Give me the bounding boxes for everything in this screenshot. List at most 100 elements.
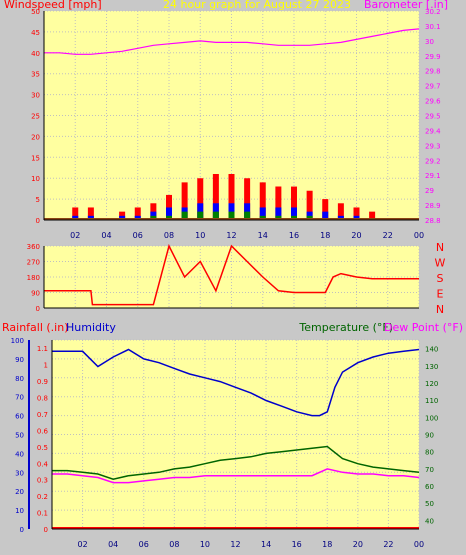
barometer-y-tick-label: 30.1 bbox=[425, 23, 441, 31]
wind-x-tick-label: 08 bbox=[164, 231, 174, 240]
wind-y-tick-label: 5 bbox=[36, 196, 40, 204]
barometer-y-tick-label: 29.3 bbox=[425, 142, 441, 150]
rain-y-tick-label: 0.9 bbox=[37, 378, 48, 386]
rain-y-tick-label: 0.5 bbox=[37, 444, 48, 452]
rain-y-tick-label: 0.2 bbox=[37, 493, 48, 501]
humidity-y-tick-label: 80 bbox=[15, 375, 24, 383]
humidity-y-tick-label: 20 bbox=[15, 488, 24, 496]
direction-y-tick-label: 180 bbox=[27, 274, 40, 282]
humidity-x-tick-label: 00 bbox=[414, 540, 424, 549]
temperature-y-tick-label: 70 bbox=[425, 466, 434, 474]
temperature-y-tick-label: 140 bbox=[425, 346, 438, 354]
barometer-y-tick-label: 28.8 bbox=[425, 217, 441, 225]
humidity-x-tick-label: 14 bbox=[261, 540, 271, 549]
compass-label: W bbox=[435, 257, 446, 270]
compass-label: N bbox=[436, 303, 444, 316]
humidity-x-tick-label: 18 bbox=[322, 540, 332, 549]
direction-series bbox=[44, 243, 419, 306]
wind-x-tick-label: 06 bbox=[133, 231, 143, 240]
wind-y-tick-label: 30 bbox=[31, 92, 40, 100]
temperature-y-tick-label: 100 bbox=[425, 414, 438, 422]
rain-y-tick-label: 0.7 bbox=[37, 411, 48, 419]
wind-y-tick-label: 25 bbox=[31, 113, 40, 121]
direction-y-tick-label: 270 bbox=[27, 259, 40, 267]
humidity-y-tick-label: 0 bbox=[20, 526, 24, 534]
barometer-y-tick-label: 29.1 bbox=[425, 172, 441, 180]
temperature-axis-label: Temperature (°F) bbox=[298, 321, 393, 334]
temperature-y-tick-label: 130 bbox=[425, 363, 438, 371]
wind-y-tick-label: 10 bbox=[31, 175, 40, 183]
temperature-y-tick-label: 120 bbox=[425, 380, 438, 388]
barometer-y-tick-label: 29.5 bbox=[425, 113, 441, 121]
barometer-y-tick-label: 30 bbox=[425, 38, 434, 46]
humidity-x-tick-label: 22 bbox=[383, 540, 393, 549]
wind-x-tick-label: 10 bbox=[195, 231, 205, 240]
wind-x-tick-label: 04 bbox=[101, 231, 111, 240]
rainfall-axis-label: Rainfall (.in) bbox=[2, 321, 69, 334]
wind-x-tick-label: 22 bbox=[383, 231, 393, 240]
wind-x-tick-label: 20 bbox=[351, 231, 361, 240]
barometer-y-tick-label: 28.9 bbox=[425, 202, 441, 210]
humidity-axis-label: Humidity bbox=[66, 321, 116, 334]
barometer-y-tick-label: 29.9 bbox=[425, 53, 441, 61]
barometer-axis-label: Barometer [.in] bbox=[364, 0, 448, 11]
temperature-y-tick-label: 40 bbox=[425, 517, 434, 525]
humidity-y-tick-label: 70 bbox=[15, 394, 24, 402]
dew-point-series bbox=[52, 468, 420, 484]
direction-y-tick-label: 360 bbox=[27, 243, 40, 251]
humidity-y-tick-label: 30 bbox=[15, 469, 24, 477]
windspeed-axis-label: Windspeed [mph] bbox=[4, 0, 102, 11]
rain-y-tick-label: 1.1 bbox=[37, 345, 48, 353]
barometer-y-tick-label: 29.4 bbox=[425, 127, 441, 135]
temperature-y-tick-label: 60 bbox=[425, 483, 434, 491]
wind-y-tick-label: 20 bbox=[31, 133, 40, 141]
rain-y-tick-label: 0.3 bbox=[37, 477, 48, 485]
rain-y-tick-label: 0.6 bbox=[37, 427, 49, 435]
direction-y-tick-label: 90 bbox=[31, 290, 40, 298]
humidity-x-tick-label: 10 bbox=[200, 540, 210, 549]
humidity-series bbox=[52, 348, 420, 417]
wind-x-tick-label: 18 bbox=[320, 231, 330, 240]
rain-y-tick-label: 1 bbox=[44, 362, 48, 370]
humidity-x-tick-label: 06 bbox=[139, 540, 149, 549]
humidity-x-tick-label: 20 bbox=[353, 540, 363, 549]
humidity-y-tick-label: 60 bbox=[15, 413, 24, 421]
wind-x-tick-label: 00 bbox=[414, 231, 424, 240]
direction-y-tick-label: 0 bbox=[36, 305, 40, 313]
wind-y-tick-label: 0 bbox=[36, 217, 40, 225]
temperature-y-tick-label: 90 bbox=[425, 432, 434, 440]
wind-x-tick-label: 16 bbox=[289, 231, 299, 240]
humidity-y-tick-label: 10 bbox=[15, 507, 24, 515]
temperature-y-tick-label: 110 bbox=[425, 397, 438, 405]
barometer-y-tick-label: 29.8 bbox=[425, 68, 441, 76]
barometer-y-tick-label: 29 bbox=[425, 187, 434, 195]
rain-y-tick-label: 0.1 bbox=[37, 510, 48, 518]
humidity-x-tick-label: 16 bbox=[292, 540, 302, 549]
wind-y-tick-label: 35 bbox=[31, 71, 40, 79]
rain-y-tick-label: 0.4 bbox=[37, 460, 49, 468]
temperature-series bbox=[52, 445, 420, 480]
barometer-y-tick-label: 30.2 bbox=[425, 8, 441, 16]
barometer-y-tick-label: 29.2 bbox=[425, 157, 441, 165]
wind-y-tick-label: 50 bbox=[31, 8, 40, 16]
temperature-y-tick-label: 50 bbox=[425, 500, 434, 508]
wind-y-tick-label: 15 bbox=[31, 154, 40, 162]
wind-x-tick-label: 12 bbox=[226, 231, 236, 240]
compass-label: E bbox=[437, 288, 444, 301]
rain-y-tick-label: 0.8 bbox=[37, 395, 48, 403]
humidity-y-tick-label: 90 bbox=[15, 356, 24, 364]
barometer-y-tick-label: 29.7 bbox=[425, 83, 441, 91]
wind-x-tick-label: 02 bbox=[70, 231, 80, 240]
compass-label: S bbox=[437, 272, 444, 285]
humidity-y-tick-label: 100 bbox=[11, 337, 24, 345]
wind-y-tick-label: 45 bbox=[31, 29, 40, 37]
dew-point-axis-label: Dew Point (°F) bbox=[384, 321, 463, 334]
humidity-x-tick-label: 04 bbox=[108, 540, 118, 549]
wind-y-tick-label: 40 bbox=[31, 50, 40, 58]
graph-title: 24 hour graph for August 27 2023 bbox=[163, 0, 351, 11]
humidity-x-tick-label: 08 bbox=[169, 540, 179, 549]
rain-y-tick-label: 0 bbox=[44, 526, 48, 534]
humidity-y-tick-label: 40 bbox=[15, 450, 24, 458]
humidity-x-tick-label: 12 bbox=[230, 540, 240, 549]
